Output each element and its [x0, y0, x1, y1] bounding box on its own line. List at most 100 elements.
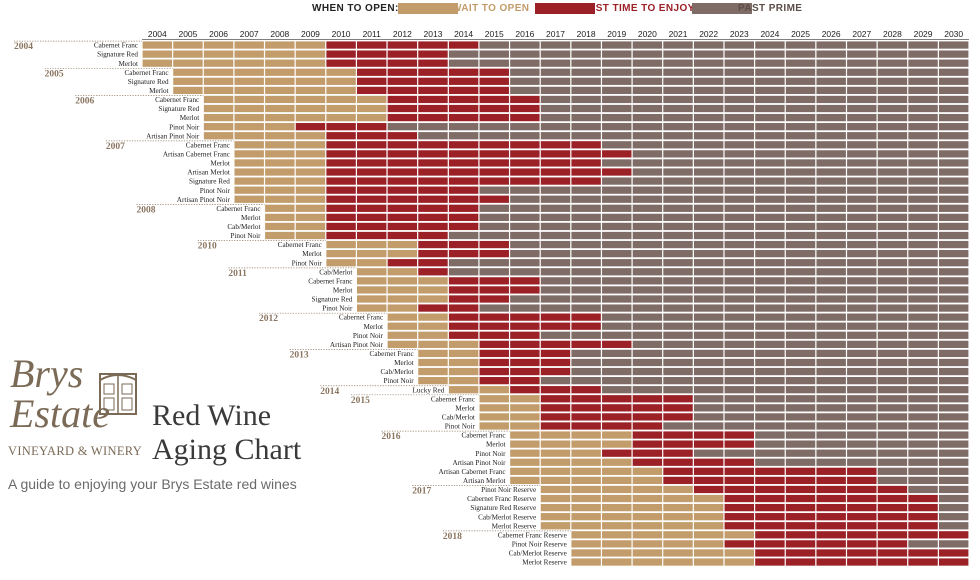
- year-cell-past: [847, 367, 877, 376]
- year-cell-past: [540, 41, 571, 49]
- year-cell-wait: [387, 295, 418, 303]
- year-cell-past: [816, 349, 846, 358]
- year-cell-past: [816, 177, 846, 185]
- year-cell-best: [540, 386, 571, 394]
- year-cell-past: [755, 195, 785, 203]
- year-header-2010: 2010: [332, 29, 351, 39]
- year-cell-best: [755, 513, 785, 521]
- year-cell-past: [785, 86, 816, 95]
- year-cell-past: [755, 304, 785, 312]
- year-cell-past: [816, 141, 846, 149]
- year-cell-wait: [602, 549, 632, 557]
- year-header-2004: 2004: [148, 29, 167, 39]
- year-cell-wait: [387, 331, 418, 339]
- wine-label: Merlot: [302, 250, 322, 258]
- year-cell-past: [816, 331, 846, 339]
- year-cell-past: [847, 313, 877, 321]
- year-cell-best: [326, 141, 356, 149]
- year-header-2008: 2008: [270, 29, 289, 39]
- year-cell-past: [510, 304, 540, 312]
- year-cell-wait: [265, 159, 295, 167]
- year-cell-past: [540, 204, 571, 212]
- year-cell-wait: [234, 141, 264, 149]
- year-cell-past: [908, 386, 938, 394]
- year-cell-past: [908, 177, 938, 185]
- year-cell-best: [632, 431, 663, 439]
- year-cell-wait: [203, 95, 234, 104]
- year-cell-past: [877, 231, 908, 240]
- year-cell-past: [816, 395, 846, 403]
- year-cell-best: [785, 522, 816, 530]
- year-cell-past: [908, 86, 938, 95]
- year-cell-best: [847, 540, 877, 548]
- year-cell-past: [816, 95, 846, 104]
- year-cell-past: [540, 95, 571, 104]
- wine-label: Cab/Merlot: [442, 414, 475, 422]
- year-cell-best: [510, 376, 540, 385]
- year-cell-past: [847, 386, 877, 394]
- year-cell-past: [571, 104, 601, 113]
- year-cell-best: [357, 177, 387, 185]
- year-cell-past: [602, 213, 632, 221]
- year-cell-past: [693, 413, 724, 421]
- year-cell-wait: [479, 386, 509, 394]
- year-cell-best: [908, 558, 938, 566]
- year-cell-past: [540, 259, 571, 267]
- year-cell-best: [357, 186, 387, 194]
- year-cell-past: [785, 386, 816, 394]
- year-cell-past: [847, 259, 877, 267]
- year-cell-wait: [295, 195, 326, 203]
- year-cell-best: [755, 531, 785, 539]
- year-cell-past: [908, 104, 938, 113]
- year-cell-best: [540, 422, 571, 430]
- year-cell-best: [479, 240, 509, 249]
- year-cell-past: [847, 295, 877, 303]
- year-cell-past: [877, 413, 908, 421]
- year-cell-wait: [295, 77, 326, 85]
- year-cell-wait: [602, 431, 632, 439]
- year-cell-past: [602, 41, 632, 49]
- year-cell-past: [448, 132, 479, 140]
- year-cell-past: [693, 132, 724, 140]
- year-cell-best: [479, 177, 509, 185]
- year-cell-past: [816, 113, 846, 122]
- year-cell-past: [877, 104, 908, 113]
- year-cell-past: [571, 204, 601, 212]
- year-cell-past: [724, 259, 754, 267]
- year-cell-wait: [663, 503, 693, 512]
- year-cell-best: [418, 195, 448, 203]
- year-cell-past: [510, 50, 540, 58]
- year-cell-past: [693, 231, 724, 240]
- vintage-label-2018: 2018: [443, 532, 462, 542]
- year-cell-best: [418, 240, 448, 249]
- year-cell-past: [663, 186, 693, 194]
- year-cell-past: [571, 195, 601, 203]
- wine-label: Cabernet Franc: [186, 141, 230, 149]
- vintage-label-2014: 2014: [320, 387, 339, 397]
- year-cell-past: [938, 295, 969, 303]
- year-cell-past: [785, 286, 816, 294]
- year-cell-best: [326, 132, 356, 140]
- year-cell-best: [816, 476, 846, 485]
- year-cell-past: [908, 268, 938, 276]
- year-cell-past: [540, 286, 571, 294]
- year-cell-past: [571, 250, 601, 258]
- year-cell-past: [510, 77, 540, 85]
- year-cell-best: [418, 204, 448, 212]
- year-cell-past: [785, 331, 816, 339]
- year-cell-past: [877, 476, 908, 485]
- year-cell-past: [816, 123, 846, 131]
- year-cell-past: [755, 231, 785, 240]
- year-cell-past: [571, 349, 601, 358]
- year-cell-best: [632, 413, 663, 421]
- year-cell-wait: [540, 485, 571, 494]
- year-cell-past: [938, 186, 969, 194]
- year-cell-past: [724, 250, 754, 258]
- year-cell-past: [785, 123, 816, 131]
- year-cell-past: [877, 449, 908, 457]
- year-cell-past: [602, 322, 632, 330]
- year-cell-past: [755, 286, 785, 294]
- year-cell-past: [602, 349, 632, 358]
- year-cell-best: [908, 549, 938, 557]
- year-cell-wait: [357, 268, 387, 276]
